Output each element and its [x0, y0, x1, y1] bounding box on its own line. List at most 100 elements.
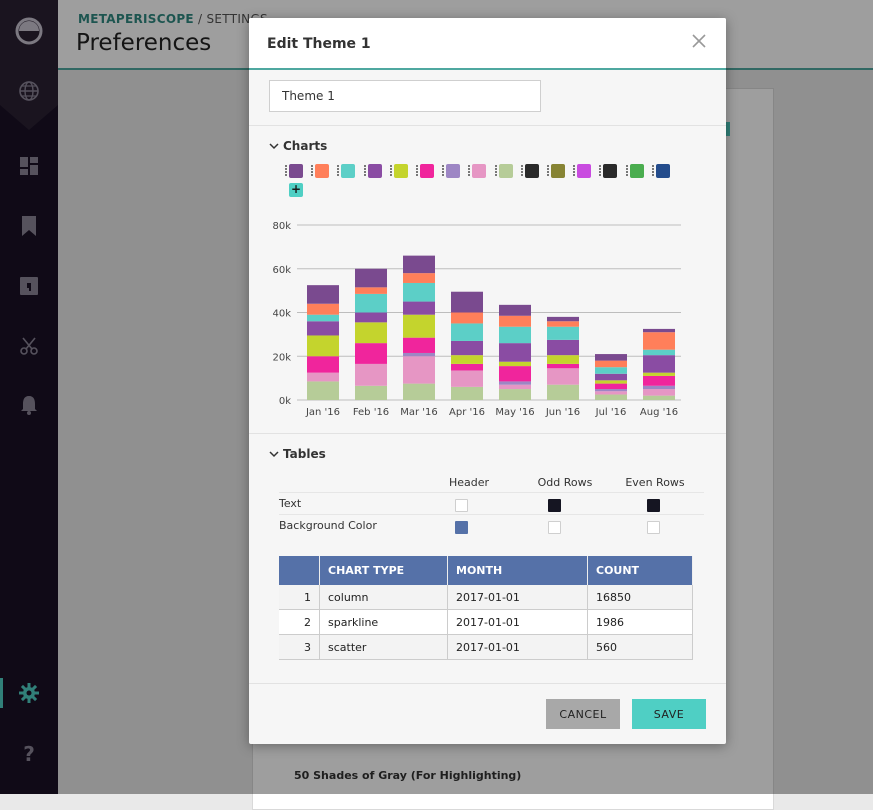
bar-segment	[643, 349, 675, 356]
swatch-drag-handle[interactable]	[520, 165, 523, 177]
text-header-color[interactable]	[455, 499, 468, 512]
modal-footer-divider	[249, 683, 726, 684]
save-button[interactable]: SAVE	[632, 699, 706, 729]
swatch-drag-handle[interactable]	[494, 165, 497, 177]
swatch-drag-handle[interactable]	[651, 165, 654, 177]
swatch-drag-handle[interactable]	[311, 165, 314, 177]
palette-color-swatch[interactable]	[551, 164, 565, 178]
palette-color-swatch[interactable]	[524, 164, 539, 178]
breadcrumb-brand[interactable]: METAPERISCOPE	[78, 12, 194, 26]
x-tick-label: Apr '16	[449, 407, 485, 418]
y-tick-label: 40k	[272, 309, 291, 320]
modal-header: Edit Theme 1	[249, 18, 726, 70]
bar-segment	[595, 373, 627, 381]
bar-segment	[403, 301, 435, 315]
table-row: 1 column 2017-01-01 16850	[279, 585, 693, 610]
background-odd-rows-color[interactable]	[548, 521, 561, 534]
swatch-drag-handle[interactable]	[363, 165, 366, 177]
palette-color-swatch[interactable]	[289, 164, 303, 178]
table-cell: 16850	[587, 585, 693, 610]
header-cell-index	[279, 556, 320, 585]
bell-icon[interactable]	[0, 394, 58, 420]
bar-segment	[355, 363, 387, 386]
bar-segment	[451, 323, 483, 341]
y-tick-label: 60k	[272, 265, 291, 276]
palette-color-swatch[interactable]	[446, 164, 461, 178]
swatch-drag-handle[interactable]	[285, 165, 287, 177]
modal-title: Edit Theme 1	[267, 36, 371, 52]
swatch-drag-handle[interactable]	[442, 165, 445, 177]
bar-segment	[595, 380, 627, 384]
palette-color-swatch[interactable]	[655, 164, 670, 178]
palette-color-swatch[interactable]	[393, 164, 408, 178]
cancel-button[interactable]: CANCEL	[546, 699, 620, 729]
bar-segment	[643, 389, 675, 396]
palette-color-swatch[interactable]	[341, 164, 356, 178]
palette-color-swatch[interactable]	[472, 164, 487, 178]
bar-segment	[499, 381, 531, 385]
divider-name	[249, 125, 726, 126]
bar-segment	[451, 340, 483, 356]
bar-segment	[499, 361, 531, 367]
table-cell: 2	[279, 609, 320, 635]
bar-segment	[547, 316, 579, 322]
table-cell: column	[319, 585, 448, 610]
background-header-color[interactable]	[455, 521, 468, 534]
swatch-drag-handle[interactable]	[599, 165, 602, 177]
bar-segment	[355, 343, 387, 364]
bar-segment	[451, 370, 483, 387]
palette-color-swatch[interactable]	[577, 164, 592, 178]
close-button[interactable]	[692, 33, 708, 49]
breadcrumb: METAPERISCOPE / SETTINGS	[78, 12, 268, 26]
table-cell: 2017-01-01	[447, 609, 588, 635]
swatch-drag-handle[interactable]	[337, 165, 340, 177]
theme-name-input[interactable]	[269, 80, 541, 112]
swatch-drag-handle[interactable]	[547, 165, 549, 177]
palette-color-swatch[interactable]	[420, 164, 434, 178]
bar-segment	[595, 360, 627, 368]
bar-segment	[499, 389, 531, 400]
swatch-drag-handle[interactable]	[625, 165, 628, 177]
x-tick-label: Feb '16	[353, 407, 389, 418]
background-even-rows-color[interactable]	[647, 521, 660, 534]
bar-segment	[499, 304, 531, 316]
table-cell: 2017-01-01	[447, 585, 588, 610]
gear-icon[interactable]	[0, 682, 58, 708]
table-cell: 560	[587, 634, 693, 660]
charts-section-toggle[interactable]: Charts	[269, 139, 327, 153]
swatch-drag-handle[interactable]	[389, 165, 392, 177]
add-color-button[interactable]: +	[289, 182, 303, 197]
x-tick-label: Jul '16	[595, 407, 627, 418]
swatch-drag-handle[interactable]	[468, 165, 471, 177]
tables-section-toggle[interactable]: Tables	[269, 447, 326, 461]
palette-color-swatch[interactable]	[367, 164, 382, 178]
bar-segment	[547, 368, 579, 385]
y-tick-label: 0k	[279, 396, 291, 407]
text-odd-rows-color[interactable]	[548, 499, 561, 512]
help-icon[interactable]: ?	[23, 742, 35, 766]
swatch-drag-handle[interactable]	[573, 165, 576, 177]
bar-segment	[547, 363, 579, 369]
text-even-rows-color[interactable]	[647, 499, 660, 512]
table-row: 2 sparkline 2017-01-01 1986	[279, 609, 693, 635]
tables-section-label: Tables	[283, 447, 326, 461]
dashboard-icon[interactable]	[0, 156, 58, 180]
bookmark-icon[interactable]	[0, 215, 58, 241]
sql-icon[interactable]	[0, 276, 58, 300]
scissors-icon[interactable]	[0, 336, 58, 360]
palette-color-swatch[interactable]	[315, 164, 330, 178]
bar-segment	[307, 303, 339, 315]
palette-color-swatch[interactable]	[498, 164, 513, 178]
bar-segment	[499, 343, 531, 362]
bar-segment	[547, 321, 579, 327]
bar-segment	[547, 339, 579, 356]
swatch-drag-handle[interactable]	[416, 165, 418, 177]
y-tick-label: 20k	[272, 352, 291, 363]
bar-segment	[595, 367, 627, 374]
globe-icon[interactable]	[0, 80, 58, 106]
close-icon	[692, 34, 706, 48]
palette-color-swatch[interactable]	[629, 164, 644, 178]
y-tick-label: 80k	[272, 221, 291, 232]
periscope-logo-icon[interactable]	[0, 16, 58, 50]
palette-color-swatch[interactable]	[603, 164, 618, 178]
